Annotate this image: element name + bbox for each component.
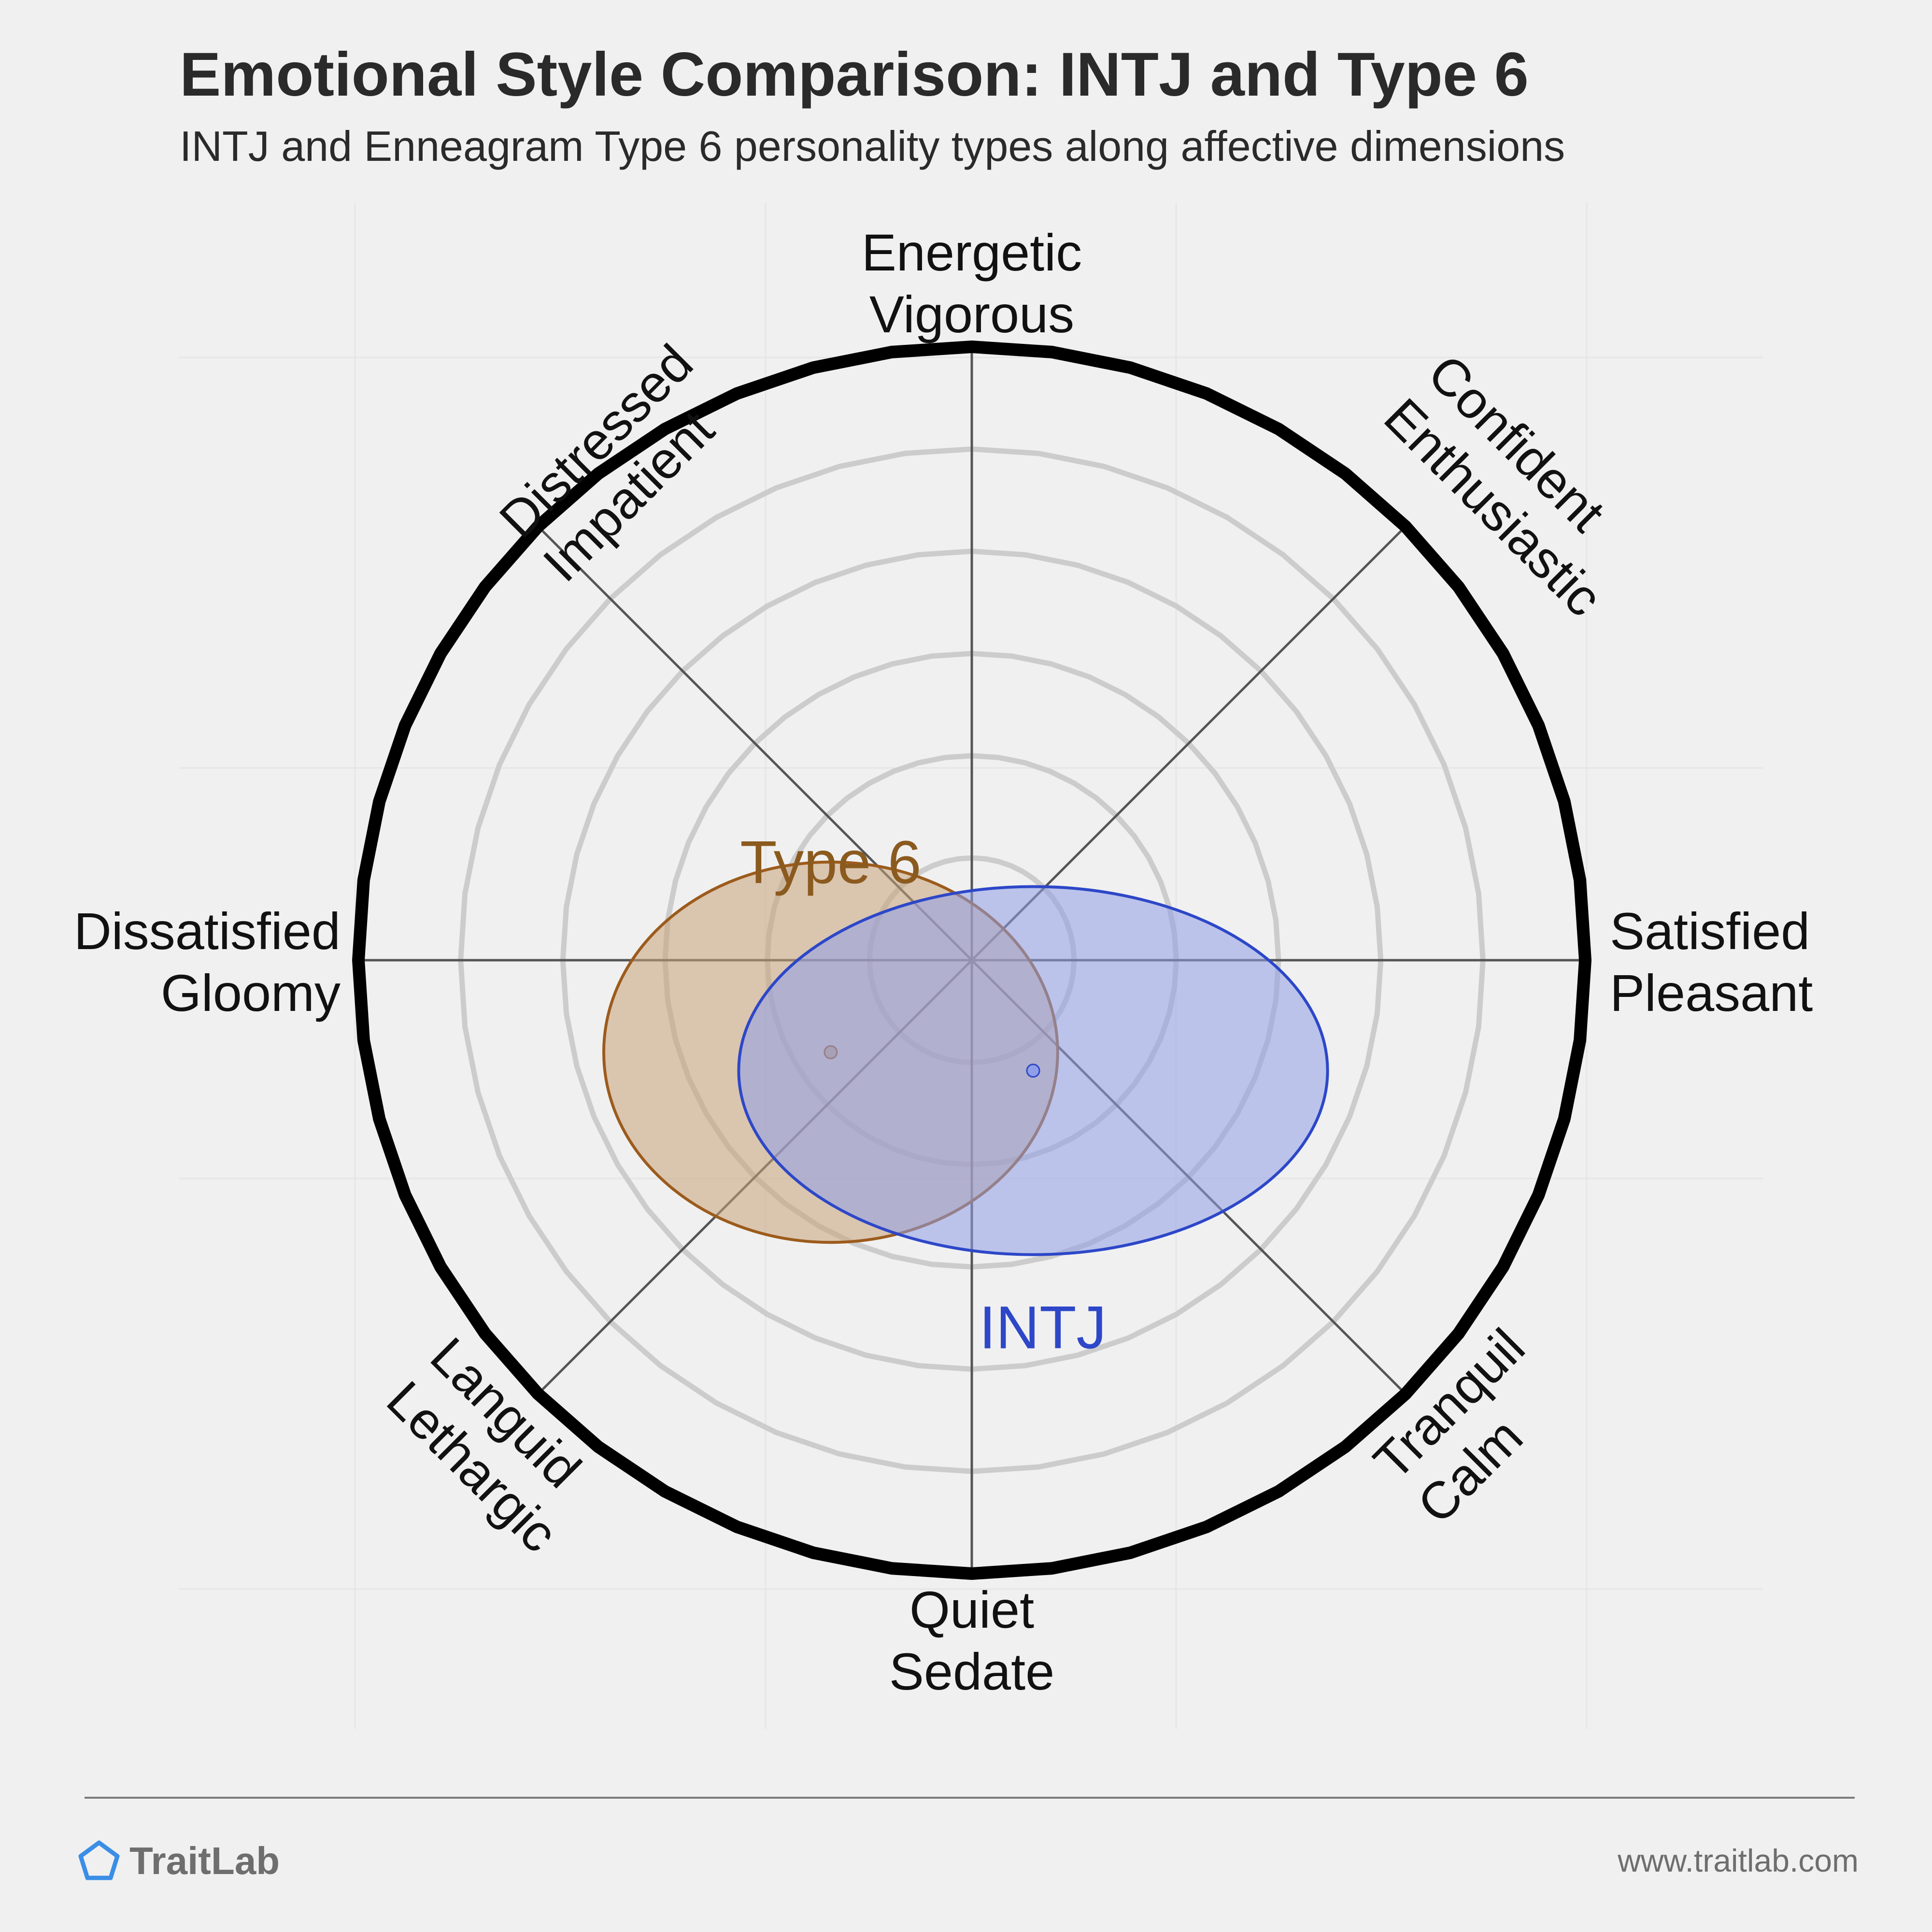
type6-label: Type 6 [740,829,921,896]
brand-name: TraitLab [129,1839,280,1882]
axis-label-tranquil: TranquilCalm [1363,1318,1579,1534]
axis-label-confident: ConfidentEnthusiastic [1373,343,1657,627]
axis-label-dissatisfied: Dissatisfied Gloomy [74,902,341,1022]
traitlab-logo: TraitLab [78,1839,280,1882]
series-ellipses: Type 6 INTJ [602,829,1329,1362]
axis-label-quiet: Quiet Sedate [889,1580,1054,1701]
website-url[interactable]: www.traitlab.com [1617,1843,1859,1878]
axis-label-languid: LanguidLethargic [376,1326,612,1563]
chart-title: Emotional Style Comparison: INTJ and Typ… [180,40,1529,109]
intj-label: INTJ [979,1294,1107,1362]
pentagon-icon [78,1840,120,1880]
axis-label-energetic: Energetic Vigorous [862,223,1082,343]
axis-label-satisfied: Satisfied Pleasant [1610,902,1813,1022]
outer-ring [352,341,1591,1580]
intj-center-point [1026,1064,1040,1078]
chart-subtitle: INTJ and Enneagram Type 6 personality ty… [180,122,1565,170]
